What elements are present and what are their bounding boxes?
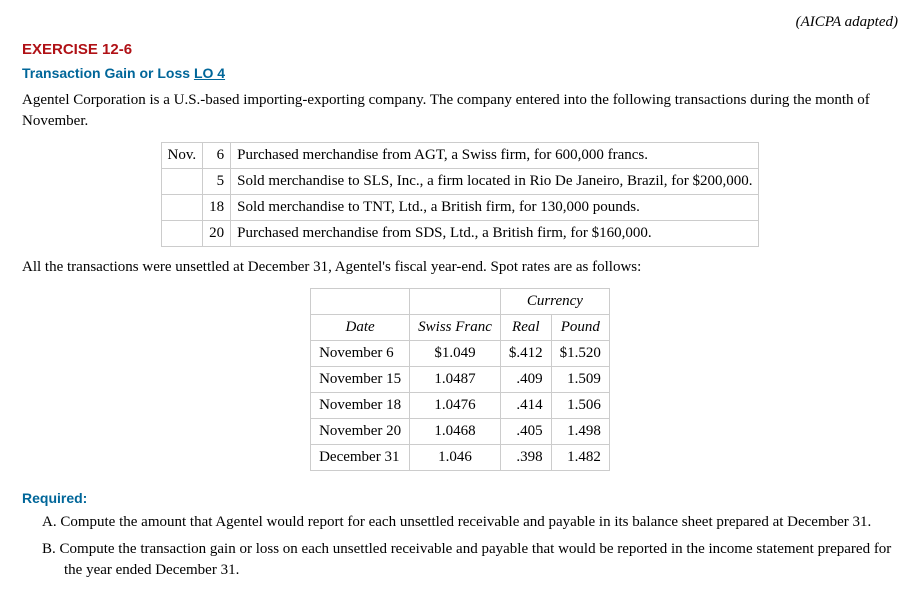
table-row: November 18 1.0476 .414 1.506 xyxy=(311,392,610,418)
date-cell: November 20 xyxy=(311,418,410,444)
desc-cell: Sold merchandise to TNT, Ltd., a British… xyxy=(231,194,759,220)
table-row: Nov. 6 Purchased merchandise from AGT, a… xyxy=(161,142,759,168)
month-cell xyxy=(161,194,203,220)
table-row: November 20 1.0468 .405 1.498 xyxy=(311,418,610,444)
list-item: A. Compute the amount that Agentel would… xyxy=(42,512,898,533)
table-row: November 15 1.0487 .409 1.509 xyxy=(311,366,610,392)
swiss-cell: $1.049 xyxy=(410,340,501,366)
empty-cell xyxy=(410,288,501,314)
real-cell: .409 xyxy=(500,366,551,392)
desc-cell: Purchased merchandise from SDS, Ltd., a … xyxy=(231,220,759,246)
swiss-cell: 1.046 xyxy=(410,444,501,470)
pound-cell: 1.498 xyxy=(551,418,609,444)
real-cell: .414 xyxy=(500,392,551,418)
month-cell xyxy=(161,220,203,246)
table-row: November 6 $1.049 $.412 $1.520 xyxy=(311,340,610,366)
learning-objective-link[interactable]: LO 4 xyxy=(194,65,225,81)
swiss-cell: 1.0468 xyxy=(410,418,501,444)
source-attribution: (AICPA adapted) xyxy=(22,12,898,33)
list-item: B. Compute the transaction gain or loss … xyxy=(42,539,898,581)
date-cell: December 31 xyxy=(311,444,410,470)
date-header: Date xyxy=(311,314,410,340)
pound-header: Pound xyxy=(551,314,609,340)
pound-cell: 1.482 xyxy=(551,444,609,470)
desc-cell: Purchased merchandise from AGT, a Swiss … xyxy=(231,142,759,168)
pound-cell: 1.509 xyxy=(551,366,609,392)
table-row: December 31 1.046 .398 1.482 xyxy=(311,444,610,470)
empty-cell xyxy=(311,288,410,314)
pound-cell: $1.520 xyxy=(551,340,609,366)
required-list: A. Compute the amount that Agentel would… xyxy=(22,512,898,581)
transactions-table: Nov. 6 Purchased merchandise from AGT, a… xyxy=(161,142,760,247)
swiss-header: Swiss Franc xyxy=(410,314,501,340)
desc-cell: Sold merchandise to SLS, Inc., a firm lo… xyxy=(231,168,759,194)
title-text: Transaction Gain or Loss xyxy=(22,65,194,81)
item-text: Compute the transaction gain or loss on … xyxy=(60,541,892,578)
day-cell: 6 xyxy=(203,142,231,168)
item-text: Compute the amount that Agentel would re… xyxy=(60,514,871,530)
day-cell: 5 xyxy=(203,168,231,194)
intro-paragraph: Agentel Corporation is a U.S.-based impo… xyxy=(22,90,898,132)
real-header: Real xyxy=(500,314,551,340)
required-label: Required: xyxy=(22,489,898,509)
table-row: 20 Purchased merchandise from SDS, Ltd.,… xyxy=(161,220,759,246)
swiss-cell: 1.0476 xyxy=(410,392,501,418)
rates-intro: All the transactions were unsettled at D… xyxy=(22,257,898,278)
swiss-cell: 1.0487 xyxy=(410,366,501,392)
month-cell: Nov. xyxy=(161,142,203,168)
month-cell xyxy=(161,168,203,194)
real-cell: .398 xyxy=(500,444,551,470)
item-letter: B. xyxy=(42,541,56,557)
currency-header: Currency xyxy=(500,288,609,314)
item-letter: A. xyxy=(42,514,57,530)
real-cell: $.412 xyxy=(500,340,551,366)
date-cell: November 6 xyxy=(311,340,410,366)
day-cell: 20 xyxy=(203,220,231,246)
pound-cell: 1.506 xyxy=(551,392,609,418)
date-cell: November 15 xyxy=(311,366,410,392)
exercise-title: Transaction Gain or Loss LO 4 xyxy=(22,64,898,84)
day-cell: 18 xyxy=(203,194,231,220)
table-row: 5 Sold merchandise to SLS, Inc., a firm … xyxy=(161,168,759,194)
real-cell: .405 xyxy=(500,418,551,444)
date-cell: November 18 xyxy=(311,392,410,418)
exercise-number: EXERCISE 12-6 xyxy=(22,39,898,60)
table-row: 18 Sold merchandise to TNT, Ltd., a Brit… xyxy=(161,194,759,220)
spot-rates-table: Currency Date Swiss Franc Real Pound Nov… xyxy=(310,288,610,471)
